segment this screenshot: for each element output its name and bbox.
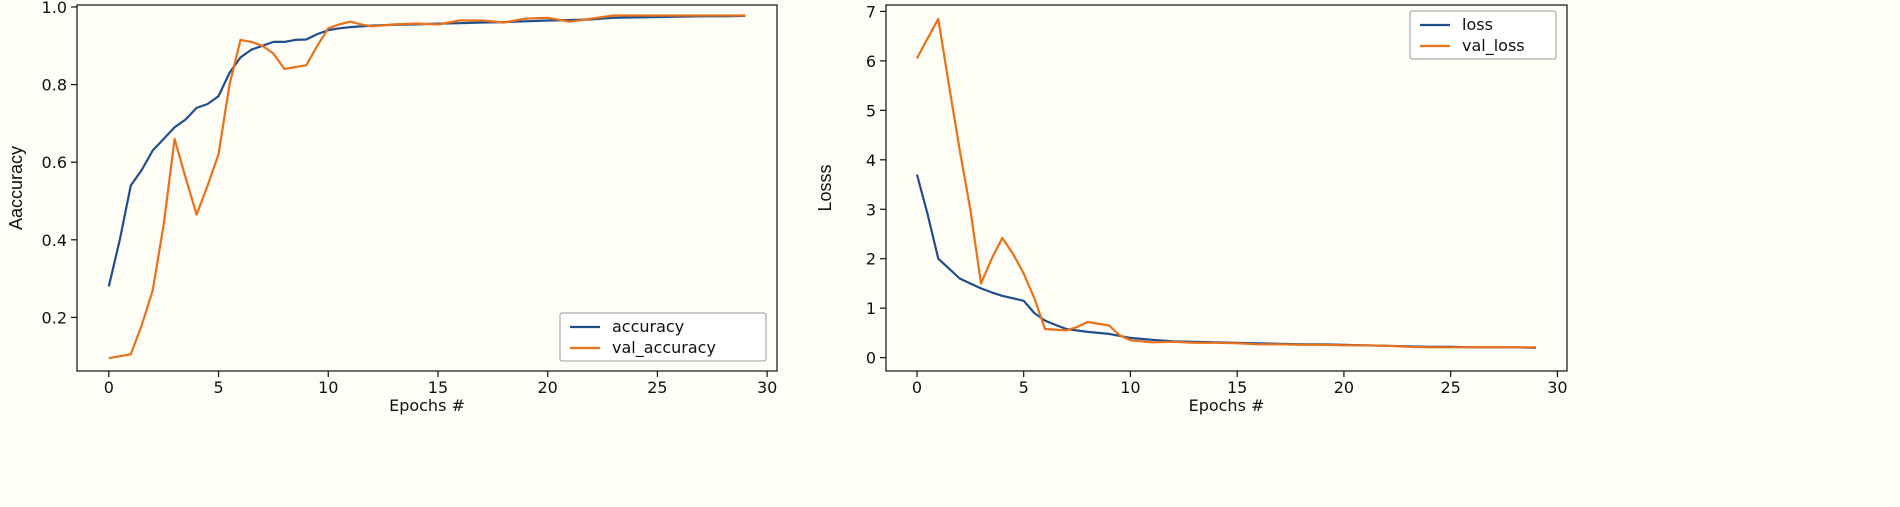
y-tick-label: 3 xyxy=(866,200,876,219)
x-tick-label: 5 xyxy=(1019,378,1029,397)
series-line-loss xyxy=(915,174,1537,349)
legend-label-loss: loss xyxy=(1462,15,1493,34)
legend-label-accuracy: accuracy xyxy=(612,317,684,336)
series-line-accuracy xyxy=(107,14,746,287)
y-tick-label: 0.6 xyxy=(42,153,67,172)
legend-label-val-accuracy: val_accuracy xyxy=(612,338,716,358)
x-tick-label: 0 xyxy=(912,378,922,397)
x-tick-label: 15 xyxy=(1227,378,1247,397)
y-tick-label: 0 xyxy=(866,349,876,368)
x-tick-label: 0 xyxy=(104,378,114,397)
y-tick-label: 1.0 xyxy=(42,0,67,17)
loss-chart-svg: 0 5 10 15 20 25 30 0 1 2 3 4 5 6 7 loss val_loss Epochs… xyxy=(815,2,1568,415)
series-line-val-accuracy xyxy=(108,14,746,360)
y-tick-label: 1 xyxy=(866,299,876,318)
x-tick-label: 25 xyxy=(647,378,667,397)
x-axis-title: Epochs # xyxy=(1189,396,1265,415)
x-tick-label: 30 xyxy=(1547,378,1567,397)
x-tick-label: 10 xyxy=(1120,378,1140,397)
plot-frame xyxy=(76,4,778,372)
x-tick-label: 5 xyxy=(213,378,223,397)
x-tick-label: 20 xyxy=(1334,378,1354,397)
x-tick-label: 25 xyxy=(1440,378,1460,397)
accuracy-chart-svg: 0 5 10 15 20 25 30 0.2 0.4 0.6 0.8 1.0 accuracy val_… xyxy=(6,0,778,415)
accuracy-chart: 0 5 10 15 20 25 30 0.2 0.4 0.6 0.8 1.0 accuracy val_… xyxy=(0,0,950,503)
y-tick-label: 4 xyxy=(866,151,876,170)
series-line-val-loss xyxy=(916,17,1536,349)
x-tick-label: 30 xyxy=(757,378,777,397)
y-tick-label: 0.8 xyxy=(42,76,67,95)
y-axis-title: Losss xyxy=(815,164,835,211)
y-tick-label: 5 xyxy=(866,101,876,120)
x-axis-title: Epochs # xyxy=(389,396,465,415)
y-tick-label: 0.4 xyxy=(42,231,67,250)
x-tick-label: 10 xyxy=(318,378,338,397)
y-tick-label: 7 xyxy=(866,2,876,21)
plot-frame xyxy=(885,4,1568,372)
y-tick-label: 0.2 xyxy=(42,308,67,327)
x-tick-label: 15 xyxy=(428,378,448,397)
x-tick-label: 20 xyxy=(538,378,558,397)
y-tick-label: 2 xyxy=(866,250,876,269)
legend-box xyxy=(559,312,767,362)
legend-label-val-loss: val_loss xyxy=(1462,36,1525,56)
loss-chart: 0 5 10 15 20 25 30 0 1 2 3 4 5 6 7 loss val_loss Epochs… xyxy=(815,0,1900,503)
y-axis-title: Aaccuracy xyxy=(6,146,26,230)
y-tick-label: 6 xyxy=(866,52,876,71)
